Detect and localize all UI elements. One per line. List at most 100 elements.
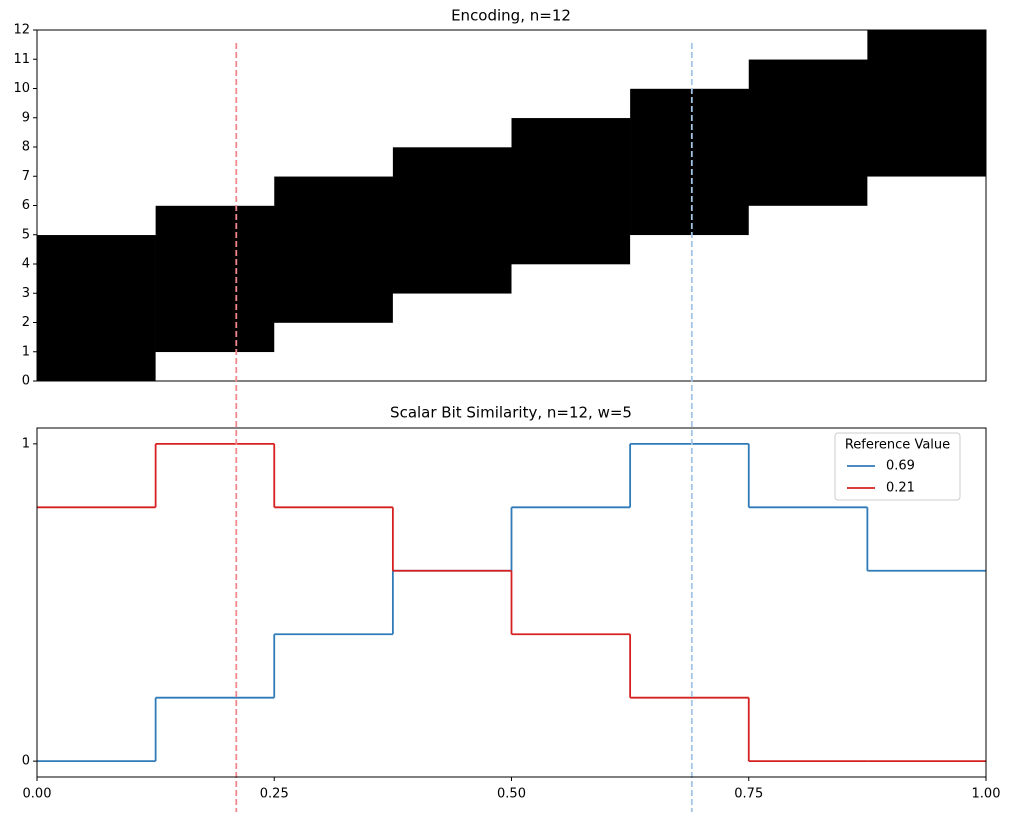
cell: [392, 264, 512, 294]
y-tick-label: 8: [22, 140, 30, 155]
cell: [155, 88, 275, 119]
y-tick-label: 10: [13, 81, 30, 96]
cell: [392, 88, 512, 119]
legend-label: 0.21: [886, 481, 915, 496]
cell: [867, 176, 987, 206]
cell: [630, 176, 750, 206]
y-tick-label: 3: [22, 286, 30, 301]
cell: [37, 322, 156, 353]
cell: [274, 234, 394, 265]
cell: [274, 117, 394, 148]
cell: [155, 59, 275, 89]
cell: [392, 351, 512, 382]
cell: [37, 59, 156, 89]
cell: [37, 30, 156, 60]
cell: [274, 351, 394, 382]
cell: [37, 147, 156, 177]
x-tick-label: 0.75: [734, 787, 763, 802]
cell: [274, 293, 394, 323]
legend-title: Reference Value: [845, 438, 950, 453]
cell: [867, 293, 987, 323]
cell: [274, 264, 394, 294]
cell: [748, 351, 868, 382]
cell: [155, 176, 275, 206]
cell: [748, 322, 868, 353]
cell: [392, 59, 512, 89]
cell: [511, 147, 631, 177]
cell: [630, 351, 750, 382]
cell: [748, 117, 868, 148]
y-tick-label: 12: [13, 23, 30, 38]
series: [37, 442, 986, 763]
cell: [511, 264, 631, 294]
cell: [511, 293, 631, 323]
cell: [155, 205, 275, 236]
cell: [867, 88, 987, 119]
cell: [511, 88, 631, 119]
cell: [511, 351, 631, 382]
y-tick-label: 0: [22, 754, 30, 769]
cell: [867, 59, 987, 89]
y-tick-label: 11: [13, 52, 30, 67]
cell: [511, 205, 631, 236]
y-tick-label: 7: [22, 169, 30, 184]
legend-label: 0.69: [886, 459, 915, 474]
chart-title: Scalar Bit Similarity, n=12, w=5: [390, 404, 632, 422]
legend-box: [834, 432, 961, 501]
cell: [511, 30, 631, 60]
cell: [748, 264, 868, 294]
cell: [511, 176, 631, 206]
cell: [37, 234, 156, 265]
y-tick-label: 5: [22, 227, 30, 242]
cell: [392, 176, 512, 206]
cell: [274, 30, 394, 60]
cell: [37, 351, 156, 382]
cell: [511, 234, 631, 265]
cell: [155, 117, 275, 148]
cell: [630, 322, 750, 353]
y-tick-label: 4: [22, 257, 30, 272]
cell: [511, 117, 631, 148]
cell: [392, 293, 512, 323]
x-tick-label: 0.25: [260, 787, 289, 802]
cell: [867, 147, 987, 177]
cell: [392, 147, 512, 177]
cell: [748, 234, 868, 265]
y-tick-label: 1: [22, 436, 30, 451]
axes-frame: [36, 29, 987, 382]
cell: [867, 205, 987, 236]
cell: [630, 264, 750, 294]
cell: [511, 59, 631, 89]
cell: [155, 293, 275, 323]
cell: [630, 293, 750, 323]
cell: [867, 351, 987, 382]
axes-frame: [36, 427, 987, 778]
cell: [155, 234, 275, 265]
cell: [748, 30, 868, 60]
cell: [155, 264, 275, 294]
cell: [630, 205, 750, 236]
cell: [274, 205, 394, 236]
cell: [630, 30, 750, 60]
cell: [37, 205, 156, 236]
cell: [748, 88, 868, 119]
cell: [867, 234, 987, 265]
x-tick-label: 0.50: [497, 787, 526, 802]
cell: [392, 30, 512, 60]
x-tick-label: 0.00: [23, 787, 52, 802]
cell: [155, 322, 275, 353]
cell: [155, 351, 275, 382]
cell: [748, 293, 868, 323]
cell: [867, 322, 987, 353]
cell: [511, 322, 631, 353]
y-tick-label: 2: [22, 315, 30, 330]
cell: [867, 264, 987, 294]
cell: [37, 88, 156, 119]
cell: [748, 59, 868, 89]
cell: [392, 117, 512, 148]
chart-title: Encoding, n=12: [451, 7, 571, 25]
cell: [630, 147, 750, 177]
cell: [748, 205, 868, 236]
x-tick-label: 1.00: [972, 787, 1001, 802]
